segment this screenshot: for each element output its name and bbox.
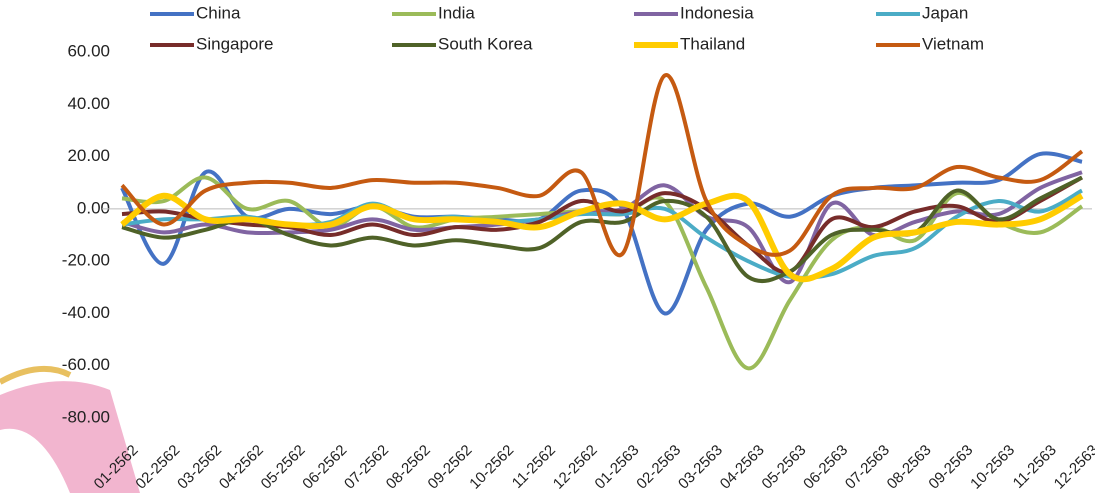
x-tick-label: 08-2562 — [383, 442, 434, 493]
x-tick-label: 08-2563 — [884, 442, 935, 493]
y-tick-label: -60.00 — [62, 355, 110, 374]
y-tick-label: 0.00 — [77, 198, 110, 217]
x-tick-label: 02-2562 — [132, 442, 183, 493]
x-tick-label: 01-2563 — [592, 442, 643, 493]
x-tick-label: 03-2563 — [675, 442, 726, 493]
x-tick-label: 07-2563 — [842, 442, 893, 493]
legend-label: Thailand — [680, 34, 745, 53]
legend-label: Singapore — [196, 34, 274, 53]
legend-label: Indonesia — [680, 3, 754, 22]
x-tick-label: 06-2563 — [800, 442, 851, 493]
x-tick-label: 09-2562 — [425, 442, 476, 493]
x-tick-label: 10-2562 — [466, 442, 517, 493]
x-tick-label: 07-2562 — [341, 442, 392, 493]
x-tick-label: 06-2562 — [299, 442, 350, 493]
series-line — [120, 73, 1084, 258]
legend-label: South Korea — [438, 34, 533, 53]
x-tick-label: 05-2562 — [258, 442, 309, 493]
x-tick-label: 09-2563 — [925, 442, 976, 493]
x-tick-label: 11-2562 — [509, 442, 559, 492]
decoration — [0, 365, 72, 385]
legend-label: Vietnam — [922, 34, 984, 53]
x-tick-label: 12-2563 — [1051, 442, 1095, 493]
series-line — [121, 175, 1083, 284]
series-line — [120, 192, 1084, 283]
x-tick-label: 04-2563 — [717, 442, 768, 493]
series-line — [120, 151, 1083, 316]
x-tick-label: 12-2562 — [550, 442, 601, 493]
legend-label: Japan — [922, 3, 968, 22]
legend-label: India — [438, 3, 475, 22]
y-tick-label: -80.00 — [62, 407, 110, 426]
x-tick-label: 05-2563 — [759, 442, 810, 493]
y-tick-label: 40.00 — [67, 94, 110, 113]
legend-label: China — [196, 3, 241, 22]
x-tick-label: 04-2562 — [216, 442, 267, 493]
x-tick-label: 10-2563 — [967, 442, 1018, 493]
decoration — [0, 381, 140, 493]
y-tick-label: -20.00 — [62, 251, 110, 270]
y-tick-label: 20.00 — [67, 146, 110, 165]
y-tick-label: 60.00 — [67, 41, 110, 60]
y-tick-label: -40.00 — [62, 303, 110, 322]
x-tick-label: 11-2563 — [1010, 442, 1060, 492]
x-tick-label: 03-2562 — [174, 442, 225, 493]
x-tick-label: 02-2563 — [633, 442, 684, 493]
